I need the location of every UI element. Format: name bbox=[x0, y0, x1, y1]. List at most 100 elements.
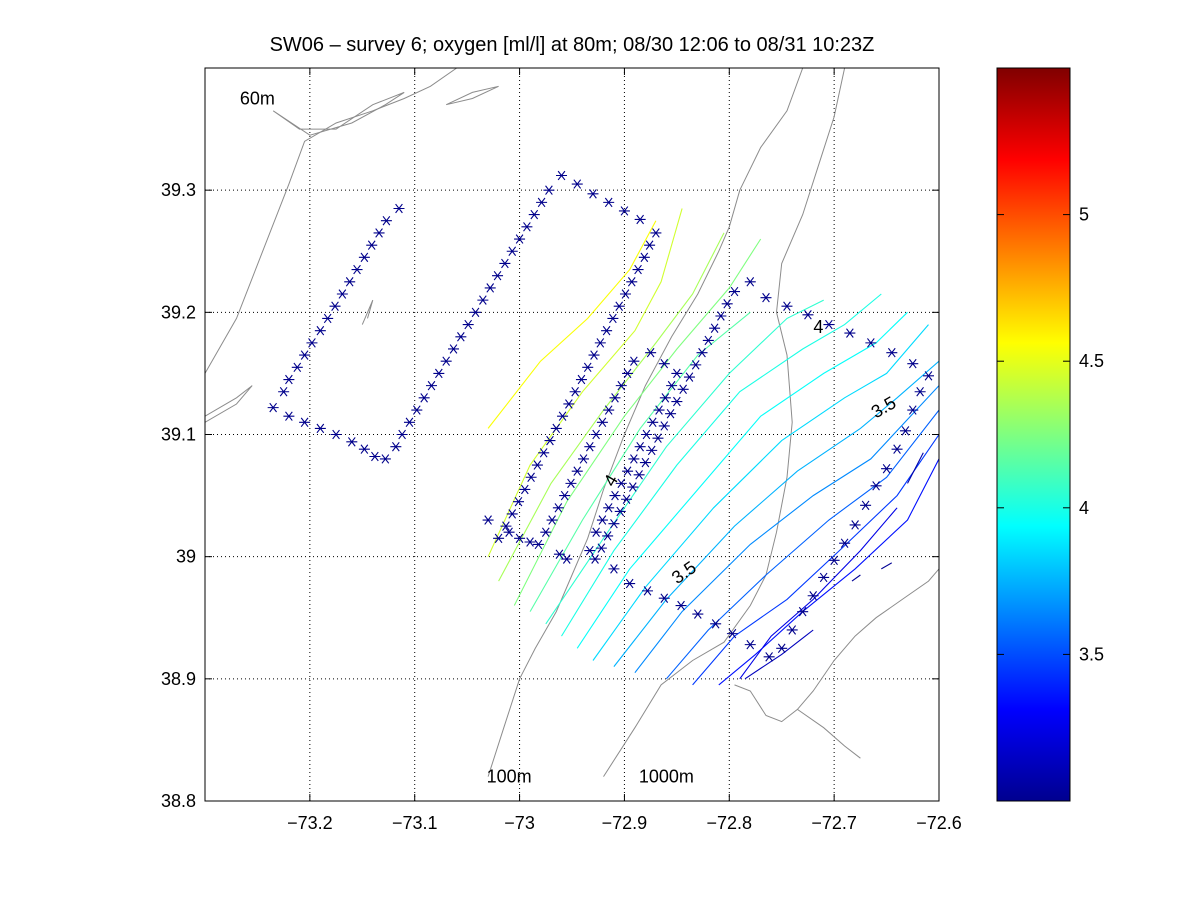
station-marker bbox=[553, 549, 565, 559]
station-marker bbox=[622, 368, 634, 379]
station-marker bbox=[658, 358, 670, 369]
station-marker bbox=[638, 252, 650, 263]
station-marker bbox=[546, 515, 558, 525]
oxygen-contours bbox=[487, 208, 939, 686]
station-marker bbox=[807, 591, 819, 601]
axis-ticks: −73.2 −73.1 −73 −72.9 −72.8 −72.7 −72.6 38.8 38.… bbox=[161, 68, 962, 833]
station-marker bbox=[632, 264, 644, 275]
station-marker bbox=[647, 417, 659, 428]
station-marker bbox=[513, 496, 525, 507]
station-marker bbox=[618, 206, 630, 216]
station-marker bbox=[493, 533, 505, 544]
isobath-line bbox=[272, 91, 405, 136]
isobath-lines bbox=[205, 68, 939, 777]
station-marker bbox=[552, 503, 564, 513]
station-marker bbox=[590, 429, 602, 440]
station-marker bbox=[923, 371, 935, 381]
station-marker bbox=[470, 307, 482, 318]
station-marker bbox=[589, 554, 601, 564]
station-marker bbox=[907, 405, 919, 415]
station-marker bbox=[314, 325, 326, 336]
contour-line bbox=[718, 458, 939, 686]
station-marker bbox=[393, 203, 405, 214]
y-tick-label: 38.9 bbox=[161, 669, 196, 689]
chart-title: SW06 – survey 6; oxygen [ml/l] at 80m; 0… bbox=[270, 34, 875, 56]
station-marker bbox=[607, 313, 619, 324]
station-marker bbox=[644, 240, 656, 250]
y-tick-label: 39 bbox=[176, 547, 196, 567]
colorbar-tick-label: 4.5 bbox=[1079, 351, 1104, 371]
station-marker bbox=[587, 189, 599, 199]
station-marker bbox=[346, 437, 358, 447]
y-tick-label: 38.8 bbox=[161, 791, 196, 811]
station-marker bbox=[683, 372, 695, 382]
station-marker bbox=[818, 572, 830, 583]
contour-line bbox=[561, 293, 882, 637]
contour-line bbox=[513, 238, 762, 606]
isobath-label: 100m bbox=[487, 767, 532, 787]
station-marker bbox=[506, 246, 518, 256]
station-marker bbox=[628, 356, 640, 366]
station-marker bbox=[571, 179, 583, 189]
station-marker bbox=[283, 411, 295, 421]
station-marker bbox=[411, 405, 423, 415]
station-marker bbox=[524, 537, 536, 547]
station-marker bbox=[710, 619, 722, 629]
station-marker bbox=[671, 396, 683, 407]
station-marker bbox=[603, 405, 615, 415]
station-marker bbox=[396, 429, 408, 440]
station-marker bbox=[744, 639, 756, 650]
station-marker bbox=[351, 264, 363, 275]
contour-label: 4 bbox=[813, 317, 823, 337]
station-marker bbox=[455, 332, 467, 342]
isobath-line bbox=[361, 299, 374, 325]
station-marker bbox=[532, 539, 544, 550]
colorbar-ticks: 3.5 4 4.5 5 bbox=[997, 205, 1104, 664]
station-marker bbox=[477, 295, 489, 305]
station-marker bbox=[369, 451, 381, 462]
station-marker bbox=[594, 338, 606, 348]
contour-line bbox=[634, 385, 939, 674]
station-marker bbox=[621, 494, 633, 504]
station-marker bbox=[646, 445, 658, 456]
station-marker bbox=[299, 350, 311, 360]
station-marker bbox=[702, 335, 714, 346]
station-marker bbox=[366, 240, 378, 250]
colorbar bbox=[996, 67, 1071, 802]
station-marker bbox=[601, 325, 613, 336]
station-marker bbox=[440, 356, 452, 366]
colorbar-tick-label: 3.5 bbox=[1079, 644, 1104, 664]
station-marker bbox=[675, 600, 687, 611]
station-marker bbox=[715, 311, 727, 321]
contour-line bbox=[487, 220, 657, 429]
station-marker bbox=[519, 484, 531, 495]
station-marker bbox=[503, 527, 515, 537]
station-marker bbox=[899, 426, 911, 436]
station-marker bbox=[418, 393, 430, 403]
station-marker bbox=[652, 433, 664, 443]
station-marker bbox=[538, 448, 550, 458]
station-marker bbox=[650, 228, 662, 238]
station-marker bbox=[658, 593, 670, 603]
station-marker bbox=[484, 283, 496, 293]
y-tick-label: 39.2 bbox=[161, 302, 196, 322]
isobath-line bbox=[797, 708, 861, 759]
station-marker bbox=[379, 454, 391, 464]
station-marker bbox=[278, 387, 290, 397]
station-marker bbox=[633, 470, 645, 480]
station-marker bbox=[729, 286, 741, 297]
contour-line bbox=[613, 360, 939, 667]
contour-line bbox=[907, 452, 924, 484]
station-marker bbox=[634, 214, 646, 225]
station-marker bbox=[595, 543, 607, 553]
station-marker bbox=[299, 417, 311, 428]
station-marker bbox=[709, 323, 721, 333]
station-marker bbox=[744, 277, 756, 287]
station-marker bbox=[914, 387, 926, 397]
station-marker bbox=[614, 506, 626, 517]
station-marker bbox=[849, 520, 861, 530]
station-marker bbox=[571, 466, 583, 476]
station-marker bbox=[615, 380, 627, 391]
station-marker bbox=[639, 457, 651, 468]
